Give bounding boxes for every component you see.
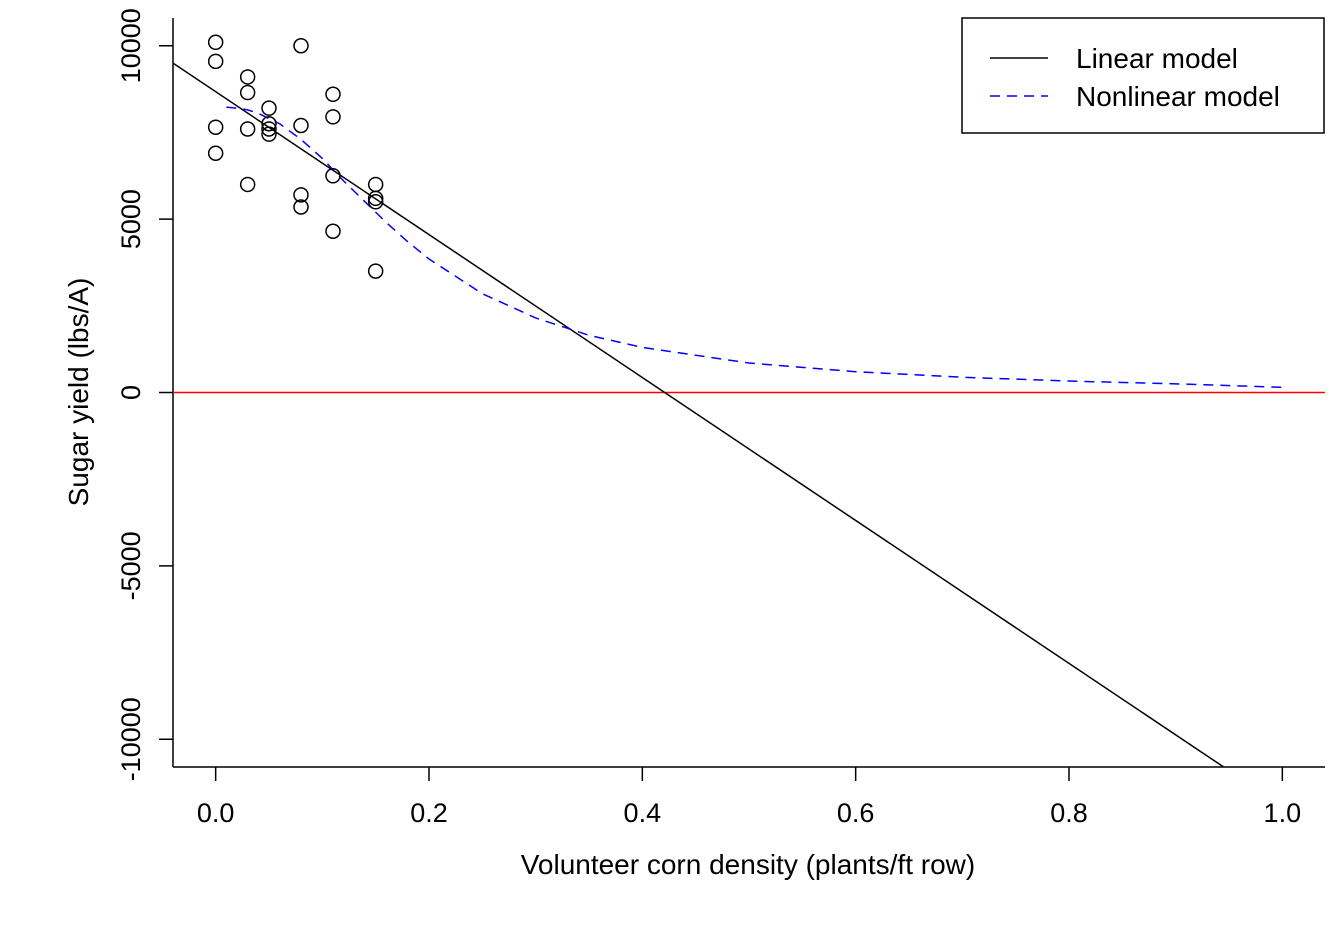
data-point xyxy=(239,121,256,137)
data-point xyxy=(239,69,256,85)
data-point xyxy=(207,34,224,51)
points-layer xyxy=(207,34,384,279)
legend-label-linear: Linear model xyxy=(1076,43,1238,74)
x-tick-label: 0.6 xyxy=(837,798,875,828)
series-layer xyxy=(173,62,1283,767)
y-tick-label: -10000 xyxy=(116,697,146,781)
x-tick-label: 0.4 xyxy=(624,798,662,828)
data-point xyxy=(261,121,277,137)
x-axis: 0.0 0.2 0.4 0.6 0.8 1.0 xyxy=(197,767,1301,828)
x-tick-label: 0.0 xyxy=(197,798,235,828)
y-axis-title: Sugar yield (lbs/A) xyxy=(63,278,94,507)
y-tick-label: 5000 xyxy=(116,189,146,249)
data-point xyxy=(293,117,309,134)
data-point xyxy=(367,263,384,279)
data-point xyxy=(207,53,224,70)
data-point xyxy=(261,100,277,116)
data-point xyxy=(207,145,224,161)
y-tick-label: -5000 xyxy=(116,531,146,600)
y-axis: -10000 -5000 0 5000 10000 xyxy=(116,8,173,781)
x-tick-label: 0.8 xyxy=(1050,798,1088,828)
data-point xyxy=(367,190,384,207)
x-tick-label: 0.2 xyxy=(410,798,448,828)
series-line-nonlinear-model xyxy=(226,106,1283,389)
data-point xyxy=(261,116,277,132)
y-tick-label: 0 xyxy=(116,385,146,400)
data-point xyxy=(293,199,309,215)
data-point xyxy=(367,194,384,210)
data-point xyxy=(293,187,309,203)
legend: Linear model Nonlinear model xyxy=(961,17,1325,134)
x-axis-title: Volunteer corn density (plants/ft row) xyxy=(521,849,975,880)
legend-box xyxy=(961,17,1325,134)
data-point xyxy=(325,86,341,103)
data-point xyxy=(207,119,224,135)
data-point xyxy=(261,126,277,142)
data-point xyxy=(325,168,341,184)
x-tick-label: 1.0 xyxy=(1264,798,1302,828)
series-line-linear-model xyxy=(173,62,1225,767)
legend-label-nonlinear: Nonlinear model xyxy=(1076,81,1280,112)
data-point xyxy=(239,176,256,193)
data-point xyxy=(293,37,309,54)
data-point xyxy=(239,84,256,101)
data-point xyxy=(367,176,384,193)
y-tick-label: 10000 xyxy=(116,8,146,83)
data-point xyxy=(325,109,341,125)
data-point xyxy=(325,223,341,240)
